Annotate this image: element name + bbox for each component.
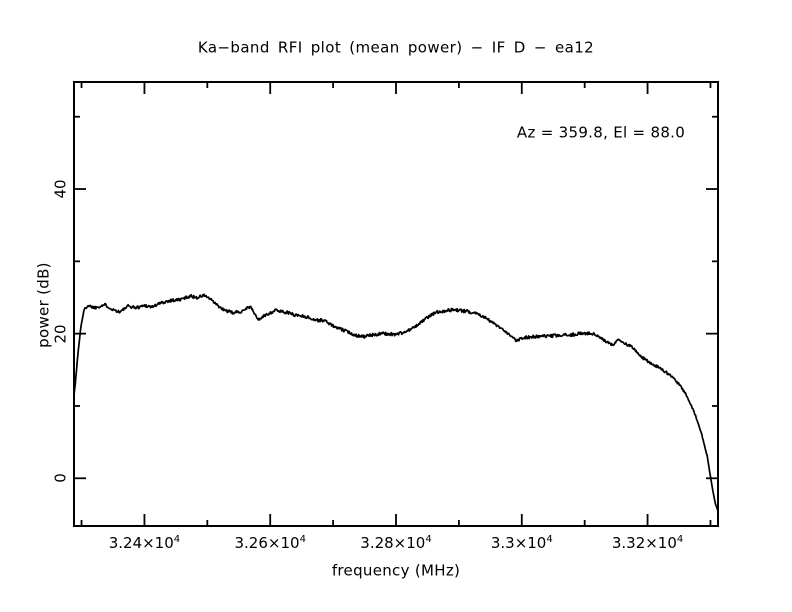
y-tick-label: 0 (51, 473, 70, 484)
mean-power-trace (73, 293, 719, 511)
plot-title: Ka−band RFI plot (mean power) − IF D − e… (197, 38, 595, 57)
plot-frame (73, 81, 719, 527)
y-tick-label: 20 (51, 324, 70, 344)
x-tick-label: 3.26×104 (234, 534, 306, 552)
x-tick-label: 3.24×104 (108, 534, 181, 552)
y-axis-label: power (dB) (34, 262, 53, 348)
x-tick-label: 3.28×104 (360, 534, 432, 552)
y-tick-label: 40 (51, 179, 70, 199)
azel-annotation: Az = 359.8, El = 88.0 (516, 123, 686, 142)
x-tick-label: 3.32×104 (611, 534, 684, 552)
x-tick-label: 3.3×104 (490, 534, 553, 552)
x-axis-label: frequency (MHz) (331, 561, 461, 580)
